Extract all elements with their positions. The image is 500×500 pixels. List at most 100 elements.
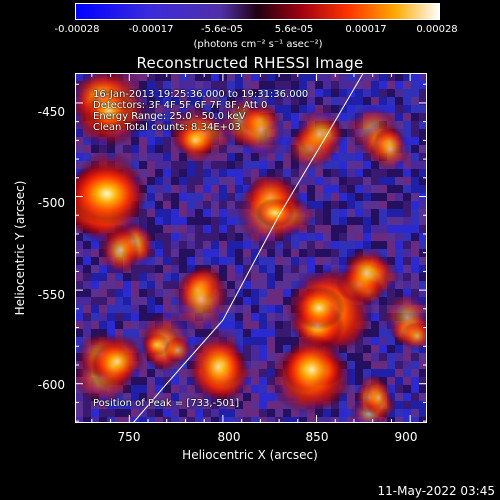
heatmap-cell — [419, 401, 427, 409]
heatmap-cell — [75, 401, 83, 409]
heatmap-cell — [235, 417, 243, 423]
heatmap-cell — [355, 169, 363, 177]
heatmap-cell — [235, 257, 243, 265]
heatmap-cell — [83, 265, 91, 273]
heatmap-cell — [419, 97, 427, 105]
heatmap-cell — [267, 281, 275, 289]
heatmap-cell — [411, 265, 419, 273]
heatmap-cell — [227, 193, 235, 201]
heatmap-cell — [131, 393, 139, 401]
heatmap-sources — [75, 73, 427, 423]
heatmap-cell — [291, 169, 299, 177]
heatmap-cell — [163, 201, 171, 209]
heatmap-cell — [299, 233, 307, 241]
heatmap-cell — [267, 353, 275, 361]
heatmap-cell — [131, 289, 139, 297]
heatmap-cell — [315, 81, 323, 89]
heatmap-cell — [371, 169, 379, 177]
timestamp: 11-May-2022 03:45 — [377, 484, 495, 498]
heatmap-cell — [323, 161, 331, 169]
heatmap-cell — [219, 201, 227, 209]
heatmap-cell — [299, 249, 307, 257]
heatmap-cell — [147, 225, 155, 233]
heatmap-cell — [163, 385, 171, 393]
heatmap-cell — [331, 201, 339, 209]
heatmap-cell — [251, 361, 259, 369]
bright-source — [370, 127, 410, 172]
heatmap-cell — [83, 321, 91, 329]
heatmap-cell — [259, 345, 267, 353]
heatmap-cell — [155, 185, 163, 193]
heatmap-cell — [291, 89, 299, 97]
heatmap-cell — [355, 177, 363, 185]
heatmap-cell — [155, 73, 163, 81]
heatmap-cell — [115, 281, 123, 289]
heatmap-cell — [195, 417, 203, 423]
heatmap-cell — [363, 361, 371, 369]
heatmap-cell — [171, 105, 179, 113]
heatmap-cell — [315, 169, 323, 177]
heatmap-cell — [363, 81, 371, 89]
heatmap-cell — [355, 153, 363, 161]
heatmap-cell — [243, 265, 251, 273]
heatmap-cell — [203, 401, 211, 409]
heatmap-cell — [363, 73, 371, 81]
heatmap-cell — [251, 73, 259, 81]
heatmap-cell — [99, 289, 107, 297]
heatmap-cell — [403, 377, 411, 385]
heatmap-cell — [75, 257, 83, 265]
heatmap-cell — [203, 185, 211, 193]
heatmap-cell — [203, 89, 211, 97]
heatmap-cell — [107, 409, 115, 417]
heatmap-cell — [155, 145, 163, 153]
heatmap-cell — [251, 393, 259, 401]
heatmap-cell — [171, 305, 179, 313]
heatmap-cell — [363, 337, 371, 345]
heatmap-cell — [179, 193, 187, 201]
heatmap-cell — [283, 249, 291, 257]
heatmap-cell — [99, 297, 107, 305]
heatmap-cell — [147, 161, 155, 169]
heatmap-cell — [259, 257, 267, 265]
heatmap-cell — [187, 393, 195, 401]
heatmap-cell — [395, 201, 403, 209]
heatmap-cell — [91, 273, 99, 281]
heatmap-cell — [75, 241, 83, 249]
heatmap-cell — [251, 337, 259, 345]
heatmap-cell — [179, 401, 187, 409]
heatmap-cell — [147, 145, 155, 153]
y-axis-label: Heliocentric Y (arcsec) — [13, 180, 27, 316]
heatmap-cell — [395, 385, 403, 393]
heatmap-cell — [219, 401, 227, 409]
heatmap-cell — [339, 201, 347, 209]
heatmap-cell — [339, 161, 347, 169]
heatmap-cell — [323, 233, 331, 241]
heatmap-cell — [235, 233, 243, 241]
heatmap-cell — [195, 209, 203, 217]
heatmap-cell — [419, 417, 427, 423]
heatmap-cell — [131, 329, 139, 337]
heatmap-cell — [139, 161, 147, 169]
heatmap-cell — [227, 233, 235, 241]
heatmap-cell — [275, 337, 283, 345]
heatmap-cell — [403, 81, 411, 89]
heatmap-cell — [171, 177, 179, 185]
heatmap-cell — [275, 249, 283, 257]
heatmap-cell — [339, 105, 347, 113]
heatmap-cell — [243, 177, 251, 185]
heatmap-cell — [419, 169, 427, 177]
heatmap-cell — [131, 313, 139, 321]
heatmap-cell — [259, 337, 267, 345]
heatmap-cell — [155, 417, 163, 423]
heatmap-cell — [379, 193, 387, 201]
heatmap-cell — [419, 233, 427, 241]
heatmap-cell — [259, 265, 267, 273]
heatmap-cell — [195, 201, 203, 209]
heatmap-cell — [307, 417, 315, 423]
heatmap-cell — [411, 417, 419, 423]
heatmap-cell — [403, 97, 411, 105]
heatmap-cell — [339, 121, 347, 129]
heatmap-cell — [275, 281, 283, 289]
heatmap-cell — [83, 249, 91, 257]
heatmap-cell — [315, 73, 323, 81]
